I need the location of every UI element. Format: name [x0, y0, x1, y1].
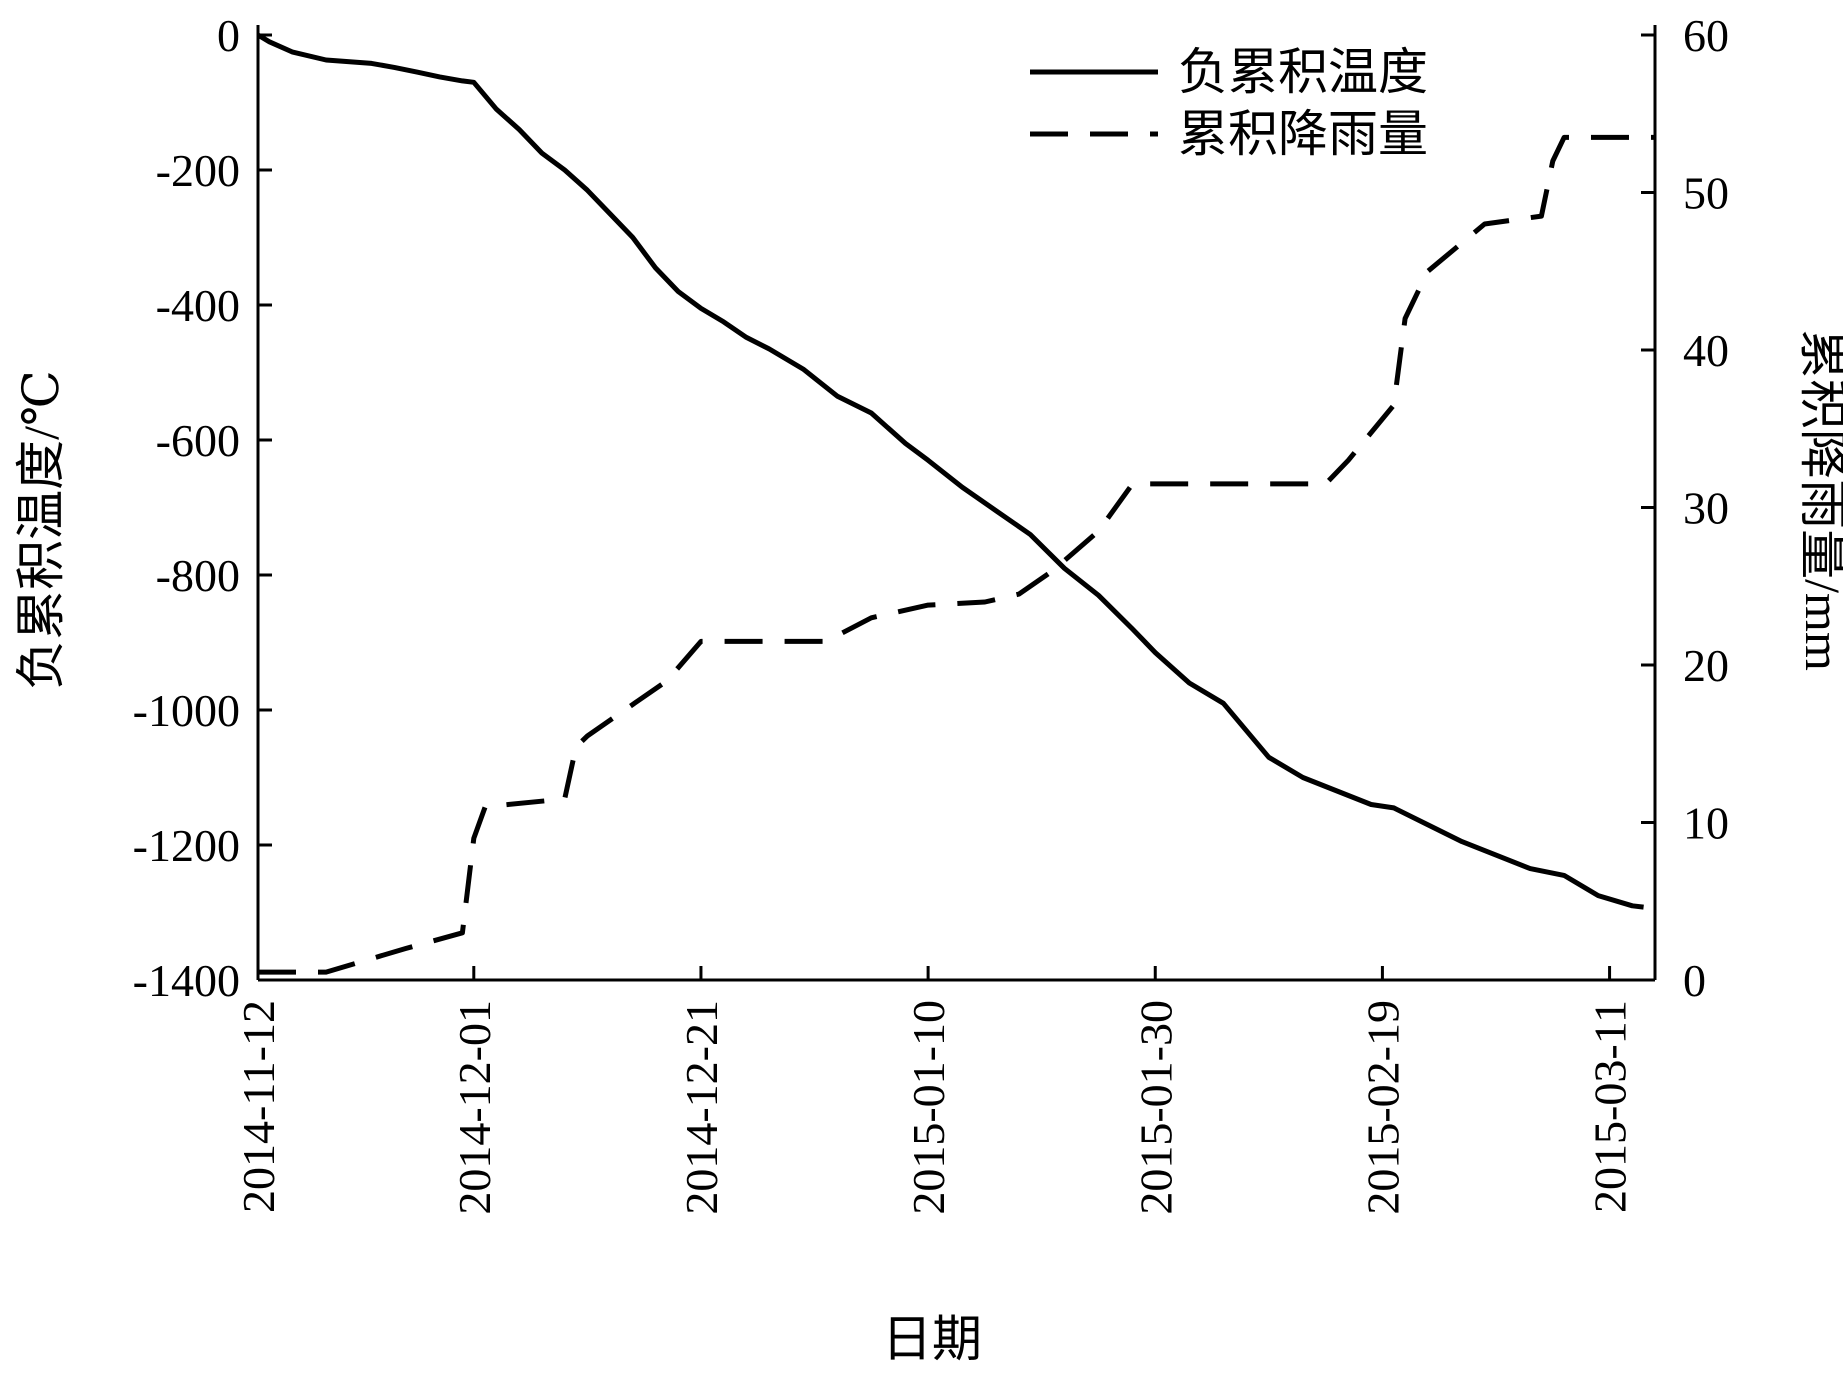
left-tick-label: -1400 — [133, 955, 240, 1006]
x-tick-label: 2014-12-01 — [449, 1000, 500, 1215]
left-axis-title: 负累积温度/℃ — [13, 370, 69, 690]
left-tick-label: 0 — [217, 10, 240, 61]
right-axis-title: 累积降雨量/mm — [1795, 329, 1843, 671]
x-tick-label: 2014-11-12 — [233, 1000, 284, 1213]
left-tick-label: -200 — [156, 145, 240, 196]
left-tick-label: -400 — [156, 280, 240, 331]
left-tick-label: -1200 — [133, 820, 240, 871]
x-tick-label: 2014-12-21 — [676, 1000, 727, 1215]
right-tick-label: 60 — [1683, 10, 1729, 61]
x-tick-label: 2015-01-10 — [903, 1000, 954, 1215]
series-line-1 — [256, 32, 1644, 910]
right-tick-label: 0 — [1683, 955, 1706, 1006]
x-axis-title: 日期 — [882, 1311, 982, 1367]
left-tick-label: -600 — [156, 415, 240, 466]
x-tick-label: 2015-03-11 — [1585, 1000, 1636, 1213]
left-tick-label: -800 — [156, 550, 240, 601]
right-tick-label: 50 — [1683, 168, 1729, 219]
left-tick-label: -1000 — [133, 685, 240, 736]
legend-label-1: 负累积温度 — [1178, 44, 1428, 100]
x-tick-label: 2015-01-30 — [1130, 1000, 1181, 1215]
series-layer — [256, 32, 1655, 975]
series-line-2 — [258, 134, 1655, 975]
x-tick-label: 2015-02-19 — [1357, 1000, 1408, 1215]
right-tick-label: 40 — [1683, 325, 1729, 376]
axes: 0 -200 -400 -600 -800 -1000 -1200 -1400 60 50 40 30… — [133, 10, 1729, 1215]
right-tick-label: 10 — [1683, 798, 1729, 849]
right-tick-label: 30 — [1683, 483, 1729, 534]
right-tick-label: 20 — [1683, 640, 1729, 691]
legend-label-2: 累积降雨量 — [1178, 106, 1428, 162]
